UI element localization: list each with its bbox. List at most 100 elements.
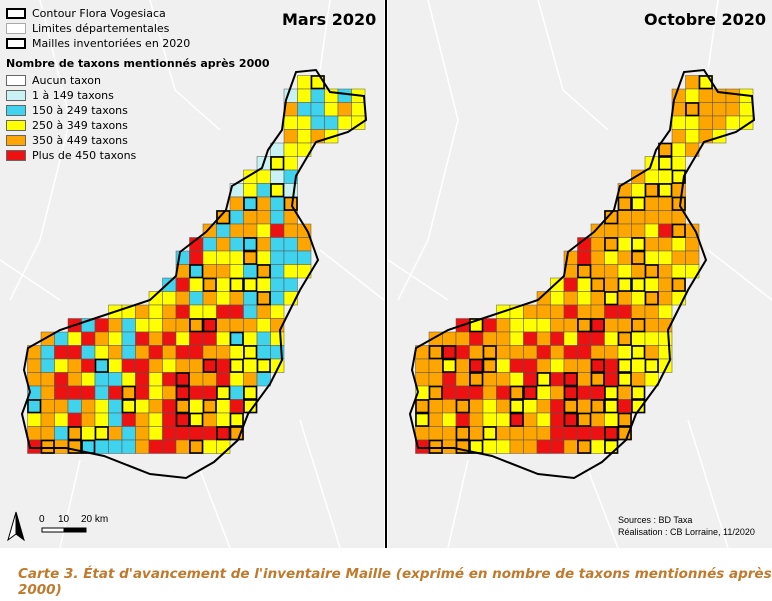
grid-cell [496,345,511,360]
inventoried-cell [243,196,258,211]
grid-cell [455,345,470,360]
legend-class-3: 250 à 349 taxons [6,118,270,133]
grid-cell [469,345,484,360]
inventoried-cell [67,426,82,441]
grid-cell [54,399,69,414]
grid-cell [189,291,204,306]
grid-cell [337,102,352,117]
grid-cell [229,264,244,279]
inventoried-cell [631,250,646,265]
grid-cell [523,372,538,387]
grid-cell [229,237,244,252]
grid-cell [202,345,217,360]
grid-cell [310,75,325,90]
grid-cell [108,399,123,414]
grid-cell [590,291,605,306]
grid-cell [202,399,217,414]
grid-cell [482,331,497,346]
grid-cell [577,264,592,279]
grid-cell [631,345,646,360]
inventoried-cell [121,399,136,414]
grid-cell [536,345,551,360]
grid-cell [644,183,659,198]
grid-cell [256,318,271,333]
inventoried-cell [428,385,443,400]
grid-cell [617,277,632,292]
grid-cell [162,426,177,441]
grid-cell [563,385,578,400]
inventoried-cell [469,318,484,333]
inventoried-cell [590,277,605,292]
grid-cell [67,345,82,360]
scale-bar: 0 10 20 km [6,508,136,542]
grid-cell [671,250,686,265]
grid-cell [256,169,271,184]
inventoried-cell [604,399,619,414]
grid-cell [604,439,619,454]
grid-cell [135,399,150,414]
inventoried-cell [617,426,632,441]
grid-cell [536,439,551,454]
grid-cell [189,439,204,454]
grid-cell [604,318,619,333]
grid-cell [189,385,204,400]
legend-limites-label: Limites départementales [32,22,170,35]
grid-cell [563,304,578,319]
grid-cell [243,291,258,306]
grid-cell [108,412,123,427]
grid-cell [496,372,511,387]
grid-cell [482,318,497,333]
inventoried-cell [428,345,443,360]
grid-cell [270,277,285,292]
grid-cell [428,426,443,441]
grid-cell [54,358,69,373]
inventoried-cell [617,372,632,387]
grid-cell [644,318,659,333]
grid-cell [175,372,190,387]
grid-cell [229,291,244,306]
inventoried-cell [604,210,619,225]
grid-cell [162,385,177,400]
grid-cell [256,304,271,319]
grid-cell [283,250,298,265]
scale-segment-2 [63,527,87,533]
inventoried-cell [644,183,659,198]
grid-cell [243,183,258,198]
grid-cell [148,439,163,454]
grid-cell [550,345,565,360]
grid-cell [162,345,177,360]
inventoried-cell [256,291,271,306]
grid-cell [644,304,659,319]
grid-cell [685,102,700,117]
grid-cell [54,345,69,360]
grid-cell [712,88,727,103]
grid-cell [442,385,457,400]
inventoried-cell [243,385,258,400]
grid-cell [590,250,605,265]
grid-cell [631,223,646,238]
grid-cell [442,358,457,373]
grid-cell [162,358,177,373]
grid-cell [428,385,443,400]
grid-cell [590,318,605,333]
inventoried-cell [202,399,217,414]
grid-cell [563,439,578,454]
grid-cell [658,183,673,198]
grid-cell [428,399,443,414]
grid-cell [256,183,271,198]
legend-class-4: 350 à 449 taxons [6,133,270,148]
grid-cell [455,426,470,441]
grid-cell [698,115,713,130]
inventoried-cell [229,277,244,292]
inventoried-cell [482,426,497,441]
grid-cell [148,345,163,360]
inventoried-cell [590,318,605,333]
grid-cell [27,426,42,441]
grid-cell [229,250,244,265]
grid-cell [496,318,511,333]
grid-cell [428,372,443,387]
grid-cell [81,331,96,346]
grid-cell [121,318,136,333]
grid-cell [482,358,497,373]
grid-cell [725,115,740,130]
